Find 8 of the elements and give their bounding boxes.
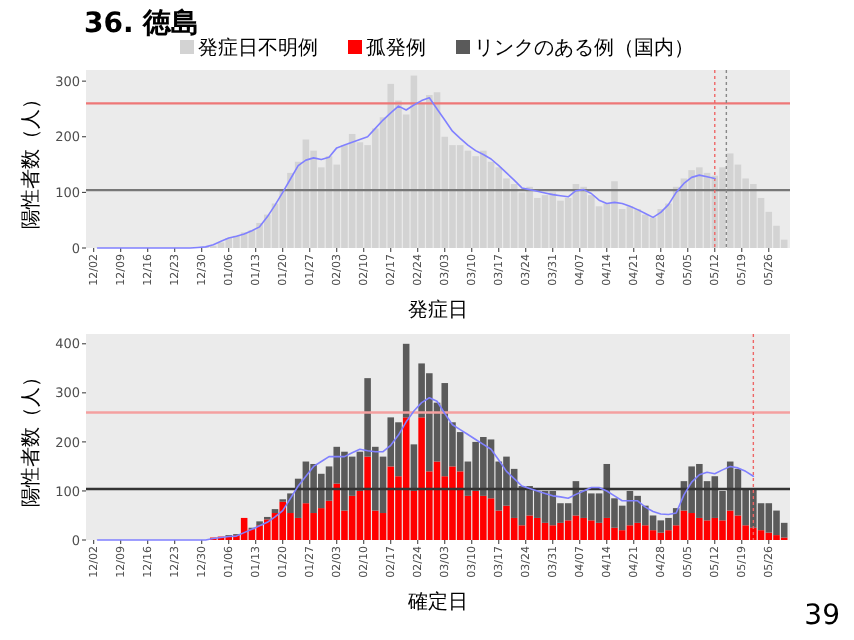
chart-title: 36. 徳島 bbox=[84, 8, 200, 40]
x-axis-title: 発症日 bbox=[408, 298, 468, 322]
y-axis-title: 陽性者数（人） bbox=[19, 89, 44, 229]
legend: 発症日不明例 孤発例 リンクのある例（国内） bbox=[180, 38, 694, 60]
y-axis-title: 陽性者数（人） bbox=[19, 367, 44, 507]
x-axis-title: 確定日 bbox=[406, 590, 468, 614]
text: 39 bbox=[804, 600, 840, 632]
legend-label: 発症日不明例 bbox=[198, 36, 318, 60]
